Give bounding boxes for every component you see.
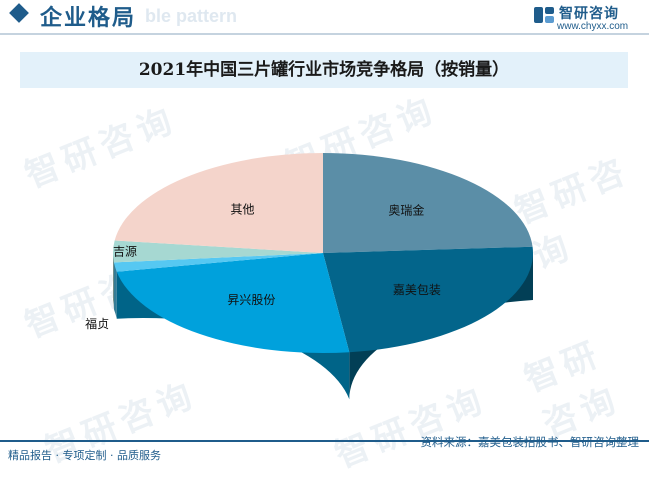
section-title: 企业格局 [40, 6, 137, 31]
footer-source: 资料来源：嘉美包装招股书、智研咨询整理 [420, 435, 640, 449]
slice-label: 福贞 [85, 316, 109, 331]
brand-logo-block: 智研咨询 www.chyxx.com [533, 3, 633, 33]
slice-label: 昇兴股份 [227, 293, 275, 307]
slice-label: 其他 [230, 202, 254, 216]
brand-name: 智研咨询 [559, 6, 619, 22]
header-background-word: ble pattern [145, 6, 238, 26]
footer-divider [0, 440, 649, 442]
pie-slice-1 [323, 246, 533, 353]
pie-slice-3 [113, 253, 324, 272]
chart-title: 2021年中国三片罐行业市场竞争格局（按销量） [138, 60, 510, 80]
pie-side-3 [113, 262, 117, 319]
header-divider [0, 33, 649, 35]
pie-slice-5 [114, 153, 323, 253]
brand-url: www.chyxx.com [557, 21, 629, 32]
pie-side-4 [113, 253, 114, 310]
pie-slice-4 [112, 240, 323, 263]
section-header: ble pattern 企业格局 智研咨询 www.chyxx.com [0, 0, 649, 38]
pie-slice-0 [323, 153, 533, 253]
footer-tagline: 精品报告 · 专项定制 · 品质服务 [8, 449, 161, 462]
pie-slice-2 [116, 253, 350, 353]
chart-title-bar: 2021年中国三片罐行业市场竞争格局（按销量） [20, 52, 628, 88]
pie-tops [112, 153, 533, 353]
slice-label: 嘉美包装 [393, 283, 441, 297]
brand-logo-icon [534, 7, 554, 23]
slice-label: 奥瑞金 [388, 203, 424, 218]
slice-label: 吉源 [113, 244, 137, 258]
